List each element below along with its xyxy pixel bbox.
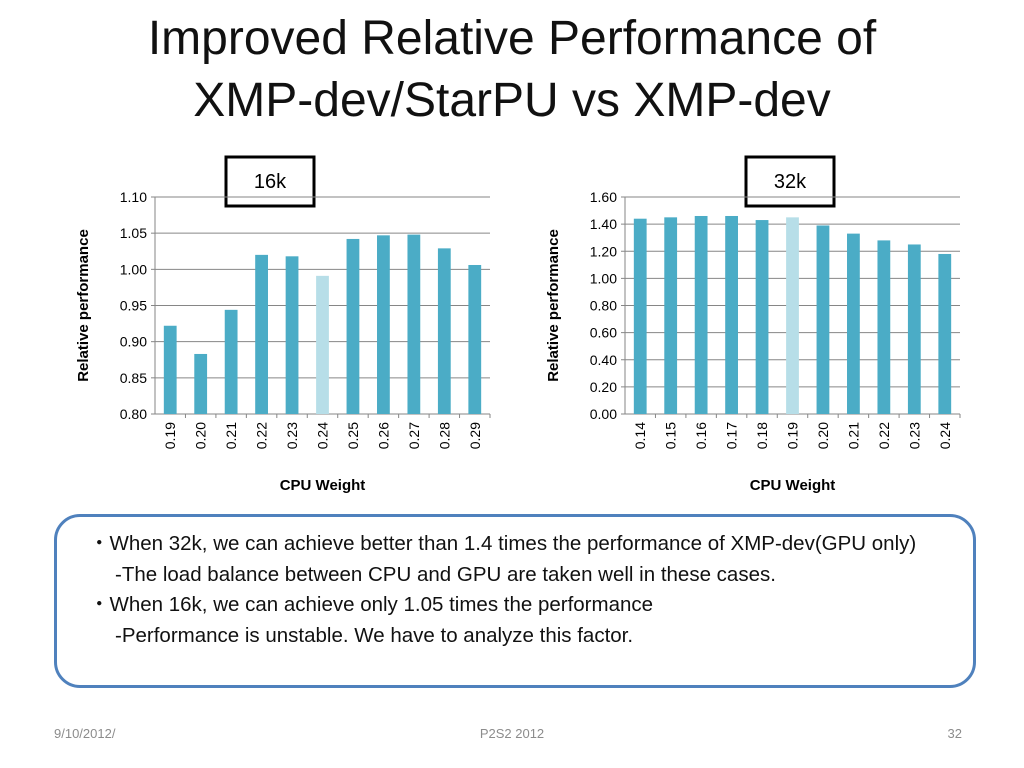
bar <box>377 235 390 414</box>
x-tick-label: 0.17 <box>724 422 740 449</box>
x-tick-label: 0.15 <box>663 422 679 449</box>
y-tick-label: 1.10 <box>120 189 147 205</box>
y-tick-label: 0.80 <box>590 298 617 314</box>
x-tick-label: 0.19 <box>162 422 178 449</box>
chart-title-box <box>224 155 316 208</box>
y-tick-label: 0.00 <box>590 406 617 422</box>
x-tick-label: 0.21 <box>845 422 861 449</box>
bar <box>285 256 299 414</box>
bar <box>194 353 208 414</box>
y-tick-label: 1.40 <box>590 216 617 232</box>
footer-conference: P2S2 2012 <box>479 726 545 741</box>
x-tick-label: 0.29 <box>467 422 483 449</box>
x-tick-label: 0.22 <box>254 422 270 449</box>
callout-line-32k-detail: -The load balance between CPU and GPU ar… <box>115 562 776 586</box>
y-tick-label: 0.85 <box>120 370 147 386</box>
callout-line-32k: ・When 32k, we can achieve better than 1.… <box>89 532 917 555</box>
x-tick-label: 0.23 <box>906 422 922 449</box>
bar <box>163 325 177 414</box>
y-tick-label: 1.20 <box>590 243 617 259</box>
x-tick-label: 0.20 <box>815 422 831 449</box>
bar <box>786 217 799 414</box>
y-axis-label: Relative performance <box>75 229 92 382</box>
x-tick-label: 0.18 <box>754 422 770 449</box>
x-tick-label: 0.26 <box>375 422 391 449</box>
x-tick-label: 0.28 <box>436 422 452 449</box>
y-tick-label: 1.00 <box>120 261 147 277</box>
bar <box>255 254 268 414</box>
x-axis-label: CPU Weight <box>280 477 366 494</box>
bar <box>907 244 921 414</box>
x-tick-label: 0.25 <box>345 422 361 449</box>
slide-title-line2: XMP-dev/StarPU vs XMP-dev <box>193 74 831 127</box>
bar <box>468 264 482 414</box>
x-tick-label: 0.20 <box>193 422 209 449</box>
x-axis-label: CPU Weight <box>750 477 836 494</box>
chart-title: 32k <box>774 171 807 193</box>
x-tick-label: 0.16 <box>693 422 709 449</box>
callout-line-16k: ・When 16k, we can achieve only 1.05 time… <box>89 593 654 616</box>
y-tick-label: 0.60 <box>590 325 617 341</box>
callout-line-16k-detail: -Performance is unstable. We have to ana… <box>115 623 634 647</box>
bar <box>755 220 769 414</box>
bar <box>816 225 830 414</box>
summary-callout: ・When 32k, we can achieve better than 1.… <box>54 514 976 688</box>
bar <box>346 238 360 414</box>
bar <box>664 217 678 414</box>
y-tick-label: 0.40 <box>590 352 617 368</box>
x-tick-label: 0.22 <box>876 422 892 449</box>
y-tick-label: 1.05 <box>120 225 147 241</box>
y-tick-label: 0.80 <box>120 406 147 422</box>
y-tick-label: 0.95 <box>120 298 147 314</box>
x-tick-label: 0.24 <box>937 422 953 449</box>
chart-title: 16k <box>254 171 287 193</box>
bar <box>407 234 421 414</box>
y-axis-label: Relative performance <box>545 229 562 382</box>
bar <box>633 218 647 414</box>
y-tick-label: 0.20 <box>590 379 617 395</box>
bar <box>694 215 708 414</box>
footer-page-number: 32 <box>947 726 962 741</box>
chart-title-box <box>744 155 836 208</box>
x-tick-label: 0.14 <box>632 422 648 449</box>
y-tick-label: 1.60 <box>590 189 617 205</box>
x-tick-label: 0.21 <box>223 422 239 449</box>
bar <box>316 275 329 414</box>
x-tick-label: 0.24 <box>315 422 331 449</box>
bar <box>877 240 891 414</box>
chart-32k: 32k 0.00 0.20 0.40 0.60 0.80 1.00 1.20 1.40 1.60 0… <box>545 155 961 494</box>
x-tick-label: 0.23 <box>284 422 300 449</box>
bar <box>847 233 860 414</box>
footer-date: 9/10/2012/ <box>54 726 116 741</box>
slide-title: Improved Relative Performance of XMP-dev… <box>0 8 1024 132</box>
y-tick-label: 0.90 <box>120 334 147 350</box>
bar <box>224 309 238 414</box>
x-tick-label: 0.19 <box>785 422 801 449</box>
slide-title-line1: Improved Relative Performance of <box>147 12 877 65</box>
bar <box>938 253 952 414</box>
x-tick-label: 0.27 <box>406 422 422 449</box>
bar <box>437 248 451 414</box>
y-tick-label: 1.00 <box>590 270 617 286</box>
bar <box>725 215 738 414</box>
chart-16k: 16k 0.80 0.85 0.90 0.95 1.00 1.05 1.10 0.19 0.20 0… <box>75 155 491 494</box>
